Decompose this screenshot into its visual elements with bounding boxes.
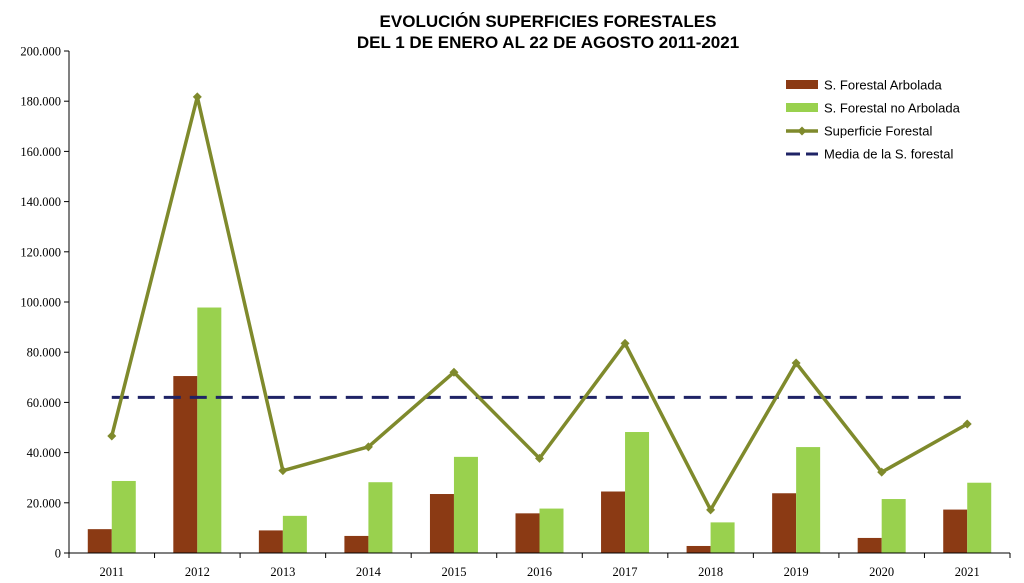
bar-no-arbolada [111,480,136,553]
y-tick-label: 0 [55,547,61,561]
y-tick-label: 80.000 [27,346,61,360]
x-tick-label: 2018 [698,565,723,579]
bar-no-arbolada [539,508,564,553]
x-tick-label: 2011 [99,565,124,579]
y-tick-label: 140.000 [20,195,61,209]
legend-marker [797,126,807,136]
x-tick-label: 2014 [356,565,382,579]
x-tick-label: 2017 [613,565,638,579]
bar-no-arbolada [710,522,735,553]
bar-no-arbolada [967,482,992,553]
x-tick-label: 2020 [869,565,894,579]
line-point-marker [449,367,459,377]
bar-arbolada [601,491,626,553]
bar-no-arbolada [453,456,478,553]
bar-no-arbolada [197,307,222,553]
bar-arbolada [772,493,797,553]
y-axis-ticks: 0 20.000 40.000 60.000 80.000 100.000 120.000 1… [20,45,69,561]
bar-arbolada [515,513,540,553]
x-axis-ticks: 2011 2012 2013 2014 2015 2016 2017 2018 2019 2020… [68,553,1011,579]
y-tick-label: 40.000 [27,446,61,460]
y-tick-label: 160.000 [20,145,61,159]
bar-no-arbolada [282,515,307,553]
bar-arbolada [429,494,454,553]
bar-no-arbolada [796,447,821,553]
chart-title-line-1: EVOLUCIÓN SUPERFICIES FORESTALES [380,12,717,31]
bar-arbolada [258,530,283,553]
legend: S. Forestal Arbolada S. Forestal no Arbol… [786,78,961,162]
line-point-marker [706,505,716,515]
line-point-marker [363,442,373,452]
total-line-series [107,92,972,515]
y-tick-label: 120.000 [20,245,61,259]
bar-arbolada [943,509,968,553]
y-tick-label: 100.000 [20,296,61,310]
line-point-marker [962,419,972,429]
bar-arbolada [857,537,882,553]
legend-swatch [786,80,818,89]
chart-title-line-2: DEL 1 DE ENERO AL 22 DE AGOSTO 2011-2021 [357,33,739,52]
line-point-marker [192,92,202,102]
x-tick-label: 2021 [955,565,980,579]
bar-no-arbolada [368,482,393,553]
x-tick-label: 2012 [185,565,210,579]
legend-label: Media de la S. forestal [824,147,953,162]
legend-swatch [786,103,818,112]
bar-no-arbolada [881,499,906,553]
line-point-marker [620,338,630,348]
legend-label: Superficie Forestal [824,124,932,139]
line-point-marker [877,467,887,477]
legend-label: S. Forestal Arbolada [824,78,943,93]
bar-series [87,307,992,553]
x-tick-label: 2015 [441,565,466,579]
chart-title: EVOLUCIÓN SUPERFICIES FORESTALES DEL 1 D… [357,12,739,52]
axes [68,51,1010,554]
legend-label: S. Forestal no Arbolada [824,101,961,116]
x-tick-label: 2013 [270,565,295,579]
x-tick-label: 2019 [784,565,809,579]
line-point-marker [107,431,117,441]
y-tick-label: 60.000 [27,396,61,410]
y-tick-label: 180.000 [20,95,61,109]
y-tick-label: 20.000 [27,496,61,510]
bar-arbolada [686,545,711,553]
bar-arbolada [87,529,112,553]
x-tick-label: 2016 [527,565,552,579]
line-point-marker [791,358,801,368]
y-tick-label: 200.000 [20,45,61,59]
line-point-marker [535,453,544,463]
line-point-marker [278,466,288,476]
bar-arbolada [173,376,198,553]
bar-no-arbolada [625,432,650,553]
bar-arbolada [344,535,369,553]
